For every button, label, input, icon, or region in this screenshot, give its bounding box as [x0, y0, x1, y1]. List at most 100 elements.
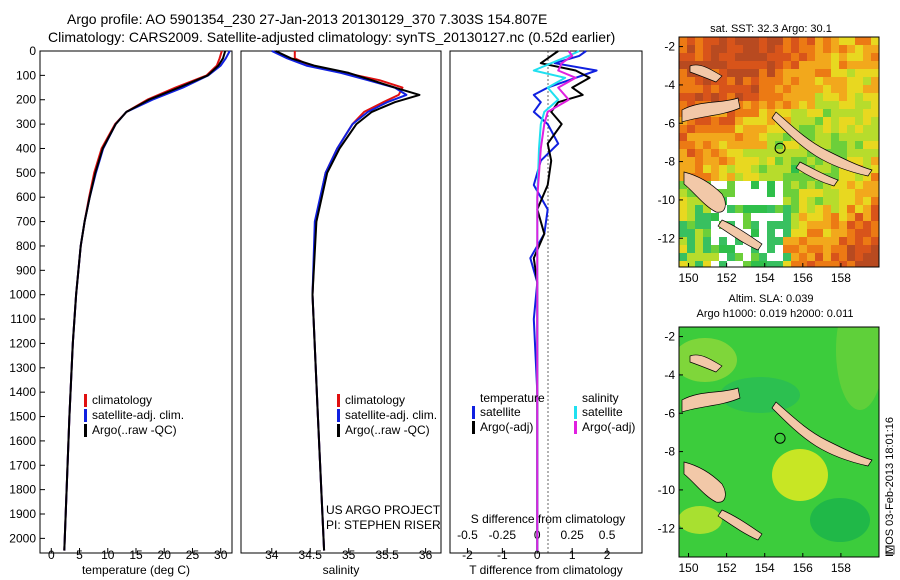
sst-grid-cell — [791, 181, 800, 190]
sst-grid-cell — [831, 53, 840, 62]
sst-grid-cell — [815, 253, 824, 262]
sst-grid-cell — [863, 181, 872, 190]
sst-grid-cell — [679, 165, 688, 174]
sst-grid-cell — [839, 189, 848, 198]
sst-grid-cell — [783, 93, 792, 102]
sst-grid-cell — [703, 157, 712, 166]
sst-grid-cell — [823, 189, 832, 198]
sst-grid-cell — [791, 53, 800, 62]
sst-grid-cell — [847, 221, 856, 230]
sst-grid-cell — [767, 197, 776, 206]
sst-grid-cell — [799, 173, 808, 182]
sst-grid-cell — [703, 245, 712, 254]
sst-grid-cell — [823, 221, 832, 230]
map-y-tick-label: -12 — [658, 521, 676, 535]
sst-grid-cell — [791, 141, 800, 150]
sst-grid-cell — [727, 133, 736, 142]
sst-grid-cell — [751, 93, 760, 102]
sst-grid-cell — [863, 53, 872, 62]
sst-grid-cell — [703, 93, 712, 102]
sst-grid-cell — [839, 117, 848, 126]
sst-grid-cell — [687, 165, 696, 174]
legend-title-temperature: temperature — [480, 391, 545, 405]
sst-grid-cell — [735, 237, 744, 246]
x-tick-label: 35.5 — [375, 548, 399, 562]
sst-grid-cell — [711, 253, 720, 262]
sst-grid-cell — [727, 125, 736, 134]
sst-grid-cell — [703, 45, 712, 54]
sst-grid-cell — [815, 213, 824, 222]
sst-grid-cell — [687, 197, 696, 206]
sst-grid-cell — [831, 133, 840, 142]
sst-map-x-axis: 150 152 154 156 158 — [679, 263, 851, 285]
sst-grid-cell — [719, 77, 728, 86]
sst-grid-cell — [775, 181, 784, 190]
sst-grid-cell — [807, 93, 816, 102]
sst-grid-cell — [871, 133, 879, 142]
sst-grid-cell — [687, 101, 696, 110]
depth-tick-label: 300 — [16, 117, 36, 131]
sst-grid-cell — [695, 197, 704, 206]
sst-grid-cell — [679, 37, 688, 46]
sst-grid-cell — [871, 117, 879, 126]
sst-grid-cell — [823, 141, 832, 150]
sst-grid-cell — [807, 237, 816, 246]
sst-grid-cell — [847, 133, 856, 142]
sst-grid-cell — [791, 197, 800, 206]
sst-grid-cell — [823, 53, 832, 62]
sst-grid-cell — [863, 77, 872, 86]
sst-grid-cell — [863, 45, 872, 54]
map-x-tick-label: 154 — [755, 271, 775, 285]
sst-grid-cell — [871, 229, 879, 238]
sst-grid-cell — [823, 37, 832, 46]
sst-grid-cell — [807, 157, 816, 166]
salinity-x-label: salinity — [323, 563, 360, 577]
sst-grid-cell — [855, 37, 864, 46]
sst-grid-cell — [863, 133, 872, 142]
sst-grid-cell — [751, 141, 760, 150]
sst-grid-cell — [695, 85, 704, 94]
x-tick-label: 20 — [158, 548, 172, 562]
sst-grid-cell — [823, 125, 832, 134]
sst-grid-cell — [783, 85, 792, 94]
sst-grid-cell — [847, 229, 856, 238]
sst-grid-cell — [719, 245, 728, 254]
sst-grid-cell — [839, 61, 848, 70]
s-tick-label: 0.5 — [599, 528, 616, 542]
sst-grid-cell — [863, 69, 872, 78]
sst-grid-cell — [679, 261, 688, 267]
legend-label-satellite: satellite-adj. clim. — [92, 408, 184, 422]
sst-grid-cell — [775, 197, 784, 206]
sst-grid-cell — [831, 197, 840, 206]
sst-grid-cell — [847, 125, 856, 134]
sst-grid-cell — [807, 85, 816, 94]
legend-label-sal-satellite: satellite — [582, 405, 623, 419]
depth-tick-label: 800 — [16, 239, 36, 253]
legend-title-salinity: salinity — [582, 391, 619, 405]
sst-grid-cell — [799, 45, 808, 54]
depth-tick-label: 700 — [16, 215, 36, 229]
sst-grid-cell — [831, 205, 840, 214]
sst-grid-cell — [791, 101, 800, 110]
sla-blob — [720, 377, 800, 413]
sst-grid-cell — [815, 125, 824, 134]
sst-grid-cell — [711, 221, 720, 230]
sst-grid-cell — [863, 213, 872, 222]
sst-grid-cell — [679, 133, 688, 142]
sst-grid-cell — [815, 101, 824, 110]
sst-grid-cell — [775, 189, 784, 198]
sst-grid-cell — [743, 229, 752, 238]
legend-swatch-climatology — [337, 394, 340, 407]
header-line-2: Climatology: CARS2009. Satellite-adjuste… — [48, 29, 615, 45]
sst-grid-cell — [791, 165, 800, 174]
sst-grid-cell — [679, 157, 688, 166]
sst-grid-cell — [727, 93, 736, 102]
sst-grid-cell — [855, 237, 864, 246]
difference-series — [529, 50, 598, 551]
legend-swatch-satellite — [337, 409, 340, 422]
sst-grid-cell — [815, 181, 824, 190]
land-patch — [683, 461, 726, 503]
sst-grid-cell — [799, 101, 808, 110]
sst-grid-cell — [823, 133, 832, 142]
land-patch — [771, 111, 873, 177]
